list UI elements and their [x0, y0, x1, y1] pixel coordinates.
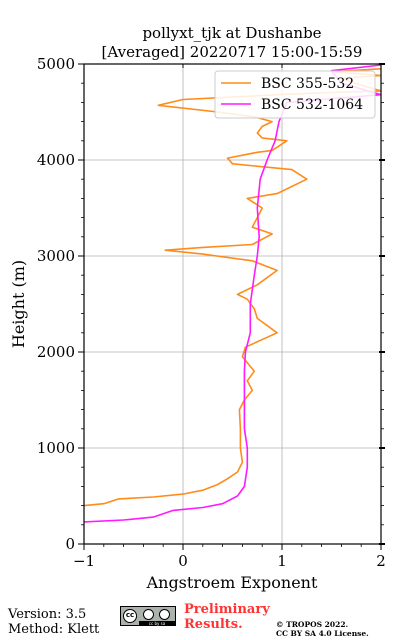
cc-icon: cc — [123, 609, 137, 623]
grid-lines — [83, 63, 382, 545]
chart-subtitle: [Averaged] 20220717 15:00-15:59 — [102, 43, 363, 61]
x-tick-label: 1 — [277, 552, 287, 570]
legend-box — [214, 70, 376, 119]
chart-title: pollyxt_tjk at Dushanbe — [142, 24, 321, 42]
x-tick-label: 2 — [376, 552, 386, 570]
version-label: Version: 3.5 — [8, 607, 87, 622]
x-axis-label: Angstroem Exponent — [146, 573, 318, 592]
y-tick-label: 5000 — [37, 55, 75, 73]
y-tick-label: 0 — [65, 535, 75, 553]
x-tick-label: 0 — [178, 552, 188, 570]
copyright-label: © TROPOS 2022. CC BY SA 4.0 License. — [276, 620, 369, 638]
method-label: Method: Klett — [8, 622, 100, 637]
y-axis-label: Height (m) — [9, 260, 28, 348]
by-icon — [143, 609, 154, 620]
legend: BSC 355-532 BSC 532-1064 — [214, 70, 376, 119]
cc-badge-strip: cc by sa — [139, 621, 175, 626]
legend-label-bsc-532-1064: BSC 532-1064 — [261, 97, 363, 113]
preliminary-line-2: Results. — [184, 617, 243, 632]
series-line-bsc-532-1064 — [84, 64, 381, 523]
preliminary-line-1: Preliminary — [184, 602, 270, 617]
copyright-line-1: © TROPOS 2022. — [276, 620, 349, 629]
y-tick-label: 2000 — [37, 343, 75, 361]
preliminary-results-label: Preliminary Results. — [184, 602, 270, 632]
y-tick-label: 3000 — [37, 247, 75, 265]
plot-frame — [83, 63, 382, 545]
series-line-bsc-355-532 — [84, 68, 381, 507]
series-layer — [84, 64, 381, 523]
legend-label-bsc-355-532: BSC 355-532 — [261, 76, 354, 92]
y-tick-label: 1000 — [37, 439, 75, 457]
sa-icon — [159, 609, 170, 620]
x-tick-label: −1 — [73, 552, 95, 570]
copyright-line-2: CC BY SA 4.0 License. — [276, 629, 369, 638]
cc-license-badge: cc cc by sa — [120, 606, 176, 626]
y-tick-label: 4000 — [37, 151, 75, 169]
